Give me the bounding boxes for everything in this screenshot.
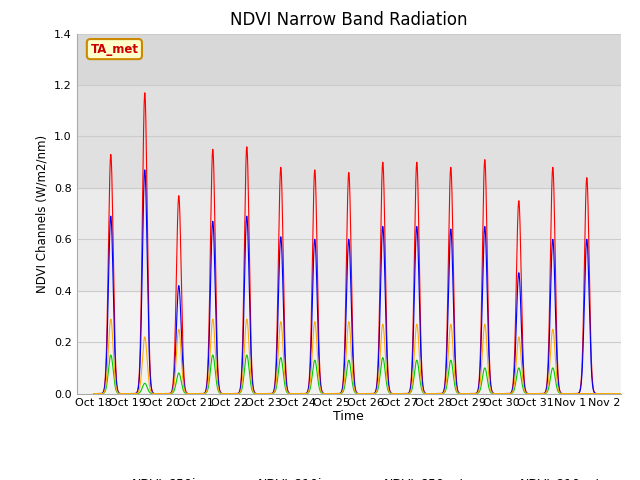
Bar — [77, 188, 621, 291]
Bar — [77, 85, 621, 188]
Legend: NDVI_650in, NDVI_810in, NDVI_650out, NDVI_810out: NDVI_650in, NDVI_810in, NDVI_650out, NDV… — [92, 472, 605, 480]
Title: NDVI Narrow Band Radiation: NDVI Narrow Band Radiation — [230, 11, 468, 29]
Bar — [77, 34, 621, 85]
X-axis label: Time: Time — [333, 410, 364, 423]
Bar — [77, 291, 621, 394]
Y-axis label: NDVI Channels (W/m2/nm): NDVI Channels (W/m2/nm) — [36, 134, 49, 293]
Text: TA_met: TA_met — [90, 43, 138, 56]
